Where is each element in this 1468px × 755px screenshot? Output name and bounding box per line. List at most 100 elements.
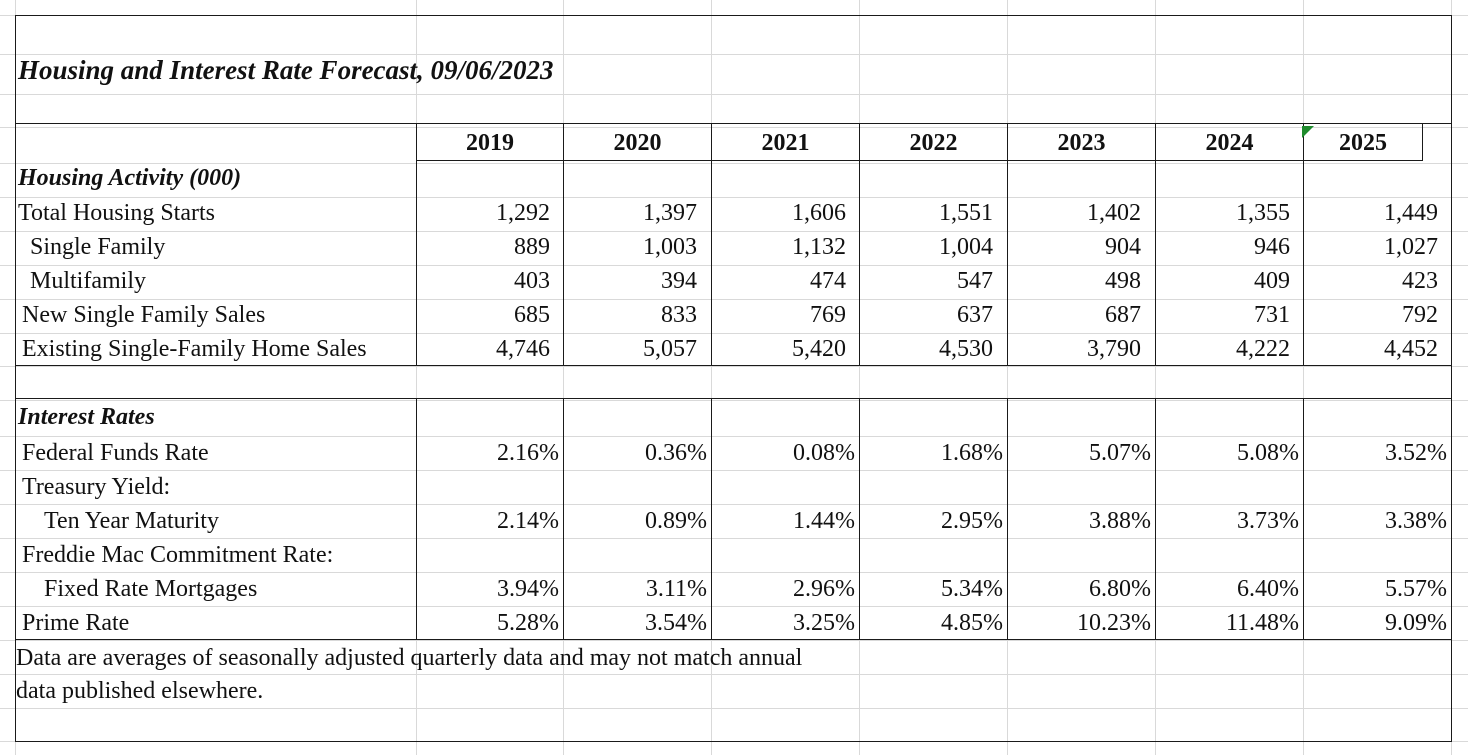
interest-cell-2-1[interactable]: 0.89%: [645, 508, 707, 534]
housing-cell-1-0[interactable]: 889: [514, 234, 550, 260]
housing-cell-2-0[interactable]: 403: [514, 268, 550, 294]
interest-cell-0-3[interactable]: 1.68%: [941, 440, 1003, 466]
year-header-2019[interactable]: 2019: [466, 130, 514, 156]
interest-cell-0-5[interactable]: 5.08%: [1237, 440, 1299, 466]
cell-comment-indicator[interactable]: [1302, 126, 1314, 138]
year-header-right-border: [1422, 123, 1423, 161]
interest-cell-0-6[interactable]: 3.52%: [1385, 440, 1447, 466]
row-label-4[interactable]: Existing Single-Family Home Sales: [22, 336, 367, 362]
interest-cell-4-1[interactable]: 3.11%: [645, 576, 707, 602]
housing-cell-0-6[interactable]: 1,449: [1384, 200, 1438, 226]
housing-cell-3-2[interactable]: 769: [810, 302, 846, 328]
housing-cell-4-5[interactable]: 4,222: [1236, 336, 1290, 362]
header-top-border: [15, 123, 1452, 124]
housing-cell-1-4[interactable]: 904: [1105, 234, 1141, 260]
housing-cell-2-4[interactable]: 498: [1105, 268, 1141, 294]
housing-cell-3-0[interactable]: 685: [514, 302, 550, 328]
row-label-1[interactable]: Single Family: [30, 234, 166, 260]
housing-cell-1-6[interactable]: 1,027: [1384, 234, 1438, 260]
housing-cell-2-3[interactable]: 547: [957, 268, 993, 294]
interest-row-label-0[interactable]: Federal Funds Rate: [22, 440, 209, 466]
housing-cell-3-1[interactable]: 833: [661, 302, 697, 328]
year-header-2022[interactable]: 2022: [909, 130, 958, 156]
interest-cell-4-5[interactable]: 6.40%: [1237, 576, 1299, 602]
housing-cell-2-6[interactable]: 423: [1402, 268, 1438, 294]
housing-cell-2-2[interactable]: 474: [810, 268, 846, 294]
housing-cell-0-1[interactable]: 1,397: [643, 200, 697, 226]
interest-cell-5-2[interactable]: 3.25%: [793, 610, 855, 636]
housing-cell-4-3[interactable]: 4,530: [939, 336, 993, 362]
interest-cell-5-3[interactable]: 4.85%: [941, 610, 1003, 636]
interest-cell-2-4[interactable]: 3.88%: [1089, 508, 1151, 534]
housing-cell-0-0[interactable]: 1,292: [496, 200, 550, 226]
interest-cell-2-6[interactable]: 3.38%: [1385, 508, 1447, 534]
interest-cell-5-1[interactable]: 3.54%: [645, 610, 707, 636]
interest-cell-5-0[interactable]: 5.28%: [497, 610, 559, 636]
housing-cell-3-4[interactable]: 687: [1105, 302, 1141, 328]
interest-row-label-4[interactable]: Fixed Rate Mortgages: [44, 576, 258, 602]
footnote-line-1[interactable]: Data are averages of seasonally adjusted…: [16, 645, 803, 671]
housing-cell-1-5[interactable]: 946: [1254, 234, 1290, 260]
interest-cell-4-4[interactable]: 6.80%: [1089, 576, 1151, 602]
interest-cell-0-1[interactable]: 0.36%: [645, 440, 707, 466]
year-header-2025[interactable]: 2025: [1339, 130, 1387, 156]
interest-cell-2-5[interactable]: 3.73%: [1237, 508, 1299, 534]
interest-cell-5-4[interactable]: 10.23%: [1077, 610, 1151, 636]
label-column-border-bottom: [416, 398, 417, 640]
row-label-2[interactable]: Multifamily: [30, 268, 146, 294]
interest-row-label-1[interactable]: Treasury Yield:: [22, 474, 171, 500]
interest-row-label-3[interactable]: Freddie Mac Commitment Rate:: [22, 542, 334, 568]
interest-cell-2-3[interactable]: 2.95%: [941, 508, 1003, 534]
housing-cell-0-5[interactable]: 1,355: [1236, 200, 1290, 226]
housing-cell-4-0[interactable]: 4,746: [496, 336, 550, 362]
housing-cell-4-6[interactable]: 4,452: [1384, 336, 1438, 362]
interest-cell-2-0[interactable]: 2.14%: [497, 508, 559, 534]
row-label-0[interactable]: Total Housing Starts: [18, 200, 215, 226]
column-border-bottom-3: [1007, 398, 1008, 640]
housing-cell-2-1[interactable]: 394: [661, 268, 697, 294]
housing-cell-4-2[interactable]: 5,420: [792, 336, 846, 362]
section-heading-interest[interactable]: Interest Rates: [18, 404, 155, 430]
interest-cell-5-6[interactable]: 9.09%: [1385, 610, 1447, 636]
housing-cell-3-6[interactable]: 792: [1402, 302, 1438, 328]
housing-bottom-border: [15, 365, 1452, 366]
interest-row-label-2[interactable]: Ten Year Maturity: [44, 508, 219, 534]
interest-cell-4-2[interactable]: 2.96%: [793, 576, 855, 602]
housing-cell-1-3[interactable]: 1,004: [939, 234, 993, 260]
interest-cell-4-0[interactable]: 3.94%: [497, 576, 559, 602]
year-header-2020[interactable]: 2020: [613, 130, 662, 156]
interest-row-label-5[interactable]: Prime Rate: [22, 610, 130, 636]
interest-bottom-border: [15, 639, 1452, 640]
housing-cell-3-5[interactable]: 731: [1254, 302, 1290, 328]
housing-cell-3-3[interactable]: 637: [957, 302, 993, 328]
page-title[interactable]: Housing and Interest Rate Forecast, 09/0…: [18, 55, 554, 85]
column-border-bottom-5: [1303, 398, 1304, 640]
interest-cell-0-2[interactable]: 0.08%: [793, 440, 855, 466]
year-header-2023[interactable]: 2023: [1057, 130, 1106, 156]
column-border-bottom-0: [563, 398, 564, 640]
housing-cell-2-5[interactable]: 409: [1254, 268, 1290, 294]
housing-cell-0-2[interactable]: 1,606: [792, 200, 846, 226]
interest-cell-0-0[interactable]: 2.16%: [497, 440, 559, 466]
year-header-2024[interactable]: 2024: [1205, 130, 1254, 156]
housing-cell-1-2[interactable]: 1,132: [792, 234, 846, 260]
interest-cell-4-6[interactable]: 5.57%: [1385, 576, 1447, 602]
housing-cell-1-1[interactable]: 1,003: [643, 234, 697, 260]
interest-cell-2-2[interactable]: 1.44%: [793, 508, 855, 534]
section-heading-housing[interactable]: Housing Activity (000): [18, 165, 242, 191]
interest-cell-0-4[interactable]: 5.07%: [1089, 440, 1151, 466]
housing-cell-4-4[interactable]: 3,790: [1087, 336, 1141, 362]
row-label-3[interactable]: New Single Family Sales: [22, 302, 266, 328]
column-border-bottom-1: [711, 398, 712, 640]
year-header-bottom-border: [416, 160, 1423, 161]
interest-top-border: [15, 398, 1452, 399]
year-header-2021[interactable]: 2021: [761, 130, 810, 156]
housing-cell-0-4[interactable]: 1,402: [1087, 200, 1141, 226]
housing-cell-0-3[interactable]: 1,551: [939, 200, 993, 226]
interest-cell-5-5[interactable]: 11.48%: [1225, 610, 1299, 636]
housing-cell-4-1[interactable]: 5,057: [643, 336, 697, 362]
footnote-line-2[interactable]: data published elsewhere.: [16, 678, 264, 704]
interest-cell-4-3[interactable]: 5.34%: [941, 576, 1003, 602]
column-border-bottom-4: [1155, 398, 1156, 640]
